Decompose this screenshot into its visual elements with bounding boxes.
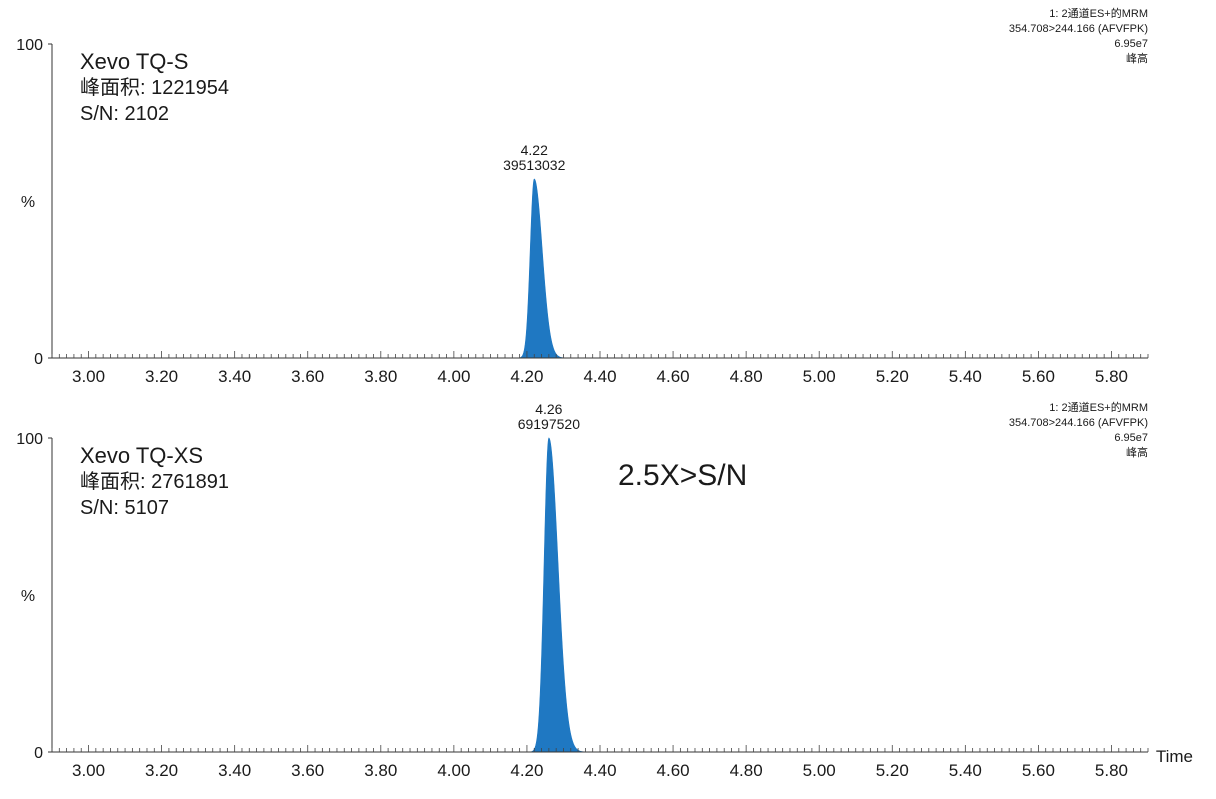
instrument-name: Xevo TQ-XS	[80, 443, 203, 468]
peak-area	[490, 178, 615, 359]
x-tick-label: 4.80	[730, 761, 763, 780]
sn-improvement-callout: 2.5X>S/N	[618, 459, 747, 492]
x-tick-label: 4.60	[657, 761, 690, 780]
peak-area-value: 峰面积: 1221954	[80, 76, 229, 99]
trace-info-line: 6.95e7	[1114, 38, 1148, 50]
y-tick-label: 0	[34, 351, 43, 368]
x-tick-label: 3.60	[291, 761, 324, 780]
x-tick-label: 4.00	[437, 761, 470, 780]
signal-to-noise: S/N: 2102	[80, 103, 169, 125]
peak-rt-label: 4.22	[521, 142, 548, 158]
peak-rt-label: 4.26	[535, 401, 562, 417]
x-tick-label: 3.00	[72, 367, 105, 386]
x-tick-label: 4.40	[583, 761, 616, 780]
signal-to-noise: S/N: 5107	[80, 497, 169, 519]
x-tick-label: 5.00	[803, 367, 836, 386]
x-tick-label: 5.60	[1022, 761, 1055, 780]
x-tick-label: 4.20	[510, 761, 543, 780]
y-tick-label: 0	[34, 745, 43, 762]
x-tick-label: 3.40	[218, 761, 251, 780]
x-tick-label: 4.40	[583, 367, 616, 386]
trace-info-line: 354.708>244.166 (AFVFPK)	[1009, 417, 1148, 429]
x-tick-label: 5.20	[876, 761, 909, 780]
chromatogram-panel-1: 0 100% 3.00 3.20 3.40 3.60 3.80 4.00 4.20 4.40 4.6…	[16, 6, 1149, 386]
x-tick-label: 3.40	[218, 367, 251, 386]
x-tick-label: 3.20	[145, 761, 178, 780]
x-tick-label: 5.00	[803, 761, 836, 780]
x-tick-label: 3.60	[291, 367, 324, 386]
trace-info-line: 峰高	[1126, 51, 1148, 65]
y-tick-label: 100	[16, 37, 43, 54]
trace-info-line: 354.708>244.166 (AFVFPK)	[1009, 23, 1148, 35]
x-tick-label: 4.80	[730, 367, 763, 386]
x-tick-label: 5.80	[1095, 367, 1128, 386]
x-tick-label: 5.40	[949, 761, 982, 780]
x-tick-label: 4.00	[437, 367, 470, 386]
x-tick-label: 4.20	[510, 367, 543, 386]
trace-info-line: 1: 2通道ES+的MRM	[1049, 6, 1148, 20]
trace-info-line: 峰高	[1126, 445, 1148, 459]
peak-area-value: 峰面积: 2761891	[80, 470, 229, 493]
chromatogram-panel-2: 0 100% 3.00 3.20 3.40 3.60 3.80 4.00 4.20 4.40 4.6…	[16, 400, 1193, 780]
y-axis-label: %	[21, 588, 35, 605]
y-axis-label: %	[21, 194, 35, 211]
x-tick-label: 5.80	[1095, 761, 1128, 780]
y-tick-label: 100	[16, 431, 43, 448]
x-tick-label: 3.80	[364, 761, 397, 780]
peak-height-label: 69197520	[518, 416, 581, 432]
x-tick-label: 4.60	[657, 367, 690, 386]
x-tick-label: 3.00	[72, 761, 105, 780]
x-tick-label: 3.20	[145, 367, 178, 386]
x-tick-label: 5.60	[1022, 367, 1055, 386]
peak-height-label: 39513032	[503, 157, 566, 173]
x-tick-label: 3.80	[364, 367, 397, 386]
peak-area	[505, 437, 630, 753]
x-tick-label: 5.20	[876, 367, 909, 386]
trace-info-line: 6.95e7	[1114, 432, 1148, 444]
trace-info-line: 1: 2通道ES+的MRM	[1049, 400, 1148, 414]
instrument-name: Xevo TQ-S	[80, 49, 188, 74]
x-axis-label: Time	[1156, 747, 1193, 766]
x-tick-label: 5.40	[949, 367, 982, 386]
